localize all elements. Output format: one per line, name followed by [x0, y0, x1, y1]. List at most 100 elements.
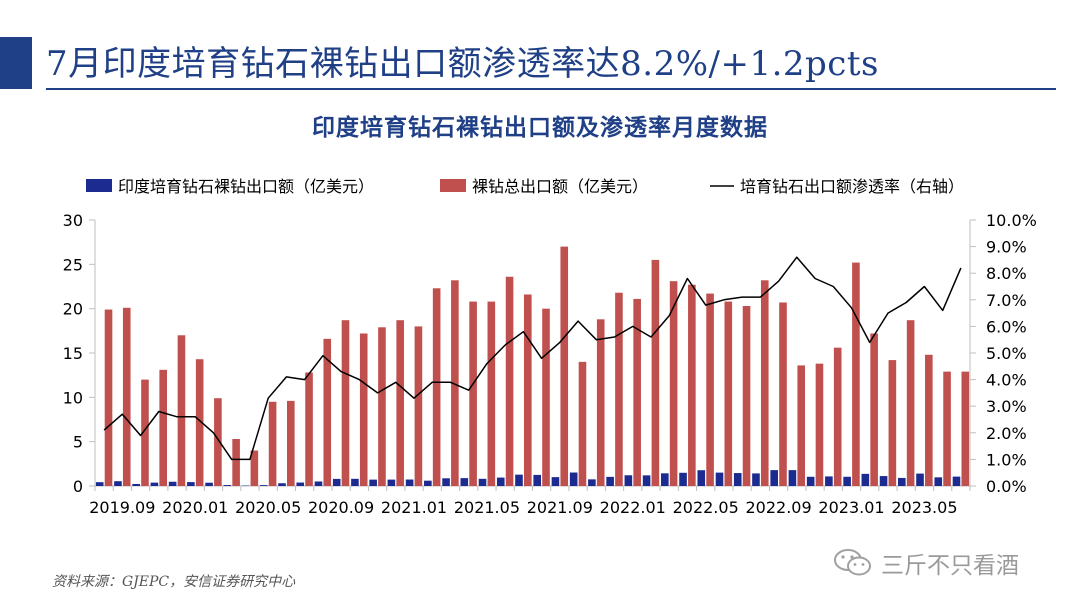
- bar-total-export: [906, 320, 915, 486]
- x-tick-label: 2022.09: [746, 498, 812, 517]
- bar-lab-grown-export: [223, 485, 232, 486]
- bar-total-export: [560, 246, 569, 486]
- bar-total-export: [596, 319, 605, 486]
- bar-total-export: [378, 327, 386, 486]
- bar-lab-grown-export: [405, 479, 414, 486]
- bar-lab-grown-export: [715, 472, 724, 486]
- bar-total-export: [669, 281, 678, 486]
- bar-total-export: [523, 294, 532, 486]
- y-left-tick-label: 25: [63, 255, 83, 274]
- y-right-tick-label: 8.0%: [986, 264, 1027, 283]
- x-tick-label: 2023.05: [891, 498, 957, 517]
- bar-lab-grown-export: [424, 480, 432, 486]
- bar-total-export: [961, 371, 970, 486]
- x-tick-label: 2019.09: [89, 498, 155, 517]
- bar-lab-grown-export: [496, 477, 505, 486]
- penetration-line: [103, 256, 962, 461]
- bar-lab-grown-export: [642, 475, 651, 486]
- bar-total-export: [287, 400, 295, 486]
- title-underline: [46, 88, 1056, 90]
- bar-total-export: [651, 259, 660, 486]
- bar-lab-grown-export: [551, 477, 560, 486]
- x-tick-label: 2021.01: [381, 498, 447, 517]
- bar-total-export: [268, 401, 277, 486]
- bar-total-export: [122, 307, 131, 486]
- bar-lab-grown-export: [314, 481, 323, 486]
- bar-total-export: [341, 320, 350, 486]
- bar-lab-grown-export: [569, 472, 578, 486]
- source-note: 资料来源：GJEPC，安信证券研究中心: [52, 574, 296, 590]
- bar-lab-grown-export: [752, 473, 760, 486]
- bar-lab-grown-export: [187, 482, 195, 486]
- bar-lab-grown-export: [934, 477, 943, 486]
- bar-lab-grown-export: [897, 477, 906, 486]
- bar-lab-grown-export: [259, 485, 268, 486]
- bar-total-export: [779, 302, 787, 486]
- y-right-tick-label: 9.0%: [986, 238, 1027, 257]
- bar-total-export: [451, 280, 459, 486]
- bar-lab-grown-export: [478, 478, 487, 486]
- bar-lab-grown-export: [205, 482, 213, 486]
- title-accent-bar: [0, 37, 32, 89]
- bar-total-export: [633, 298, 641, 486]
- bar-total-export: [870, 333, 878, 486]
- bar-lab-grown-export: [278, 483, 286, 486]
- x-tick-label: 2020.01: [162, 498, 228, 517]
- bar-lab-grown-export: [606, 476, 614, 486]
- bar-lab-grown-export: [114, 481, 122, 486]
- bar-lab-grown-export: [132, 483, 140, 486]
- y-left-tick-label: 10: [63, 388, 83, 407]
- bar-total-export: [432, 288, 441, 486]
- bar-lab-grown-export: [460, 478, 469, 486]
- bar-total-export: [742, 306, 751, 486]
- bar-lab-grown-export: [879, 476, 888, 486]
- bar-total-export: [396, 320, 404, 486]
- bar-total-export: [706, 293, 714, 486]
- bar-lab-grown-export: [806, 476, 815, 486]
- bar-lab-grown-export: [515, 474, 523, 486]
- x-tick-label: 2022.05: [673, 498, 739, 517]
- bar-lab-grown-export: [387, 479, 396, 486]
- bar-lab-grown-export: [351, 478, 359, 486]
- y-right-tick-label: 10.0%: [986, 211, 1037, 230]
- x-tick-label: 2023.01: [818, 498, 884, 517]
- wechat-icon: [834, 549, 871, 576]
- y-left-tick-label: 20: [63, 300, 83, 319]
- y-left-tick-label: 0: [73, 477, 83, 496]
- y-right-tick-label: 7.0%: [986, 291, 1027, 310]
- bar-lab-grown-export: [861, 473, 870, 486]
- bar-lab-grown-export: [788, 470, 797, 486]
- bar-total-export: [724, 301, 733, 486]
- bar-lab-grown-export: [168, 481, 177, 486]
- bar-total-export: [615, 292, 623, 486]
- y-left-tick-label: 15: [63, 344, 83, 363]
- bar-lab-grown-export: [661, 473, 669, 486]
- bar-total-export: [505, 276, 514, 486]
- bar-total-export: [487, 301, 496, 486]
- bar-lab-grown-export: [843, 476, 851, 486]
- bar-lab-grown-export: [95, 482, 104, 486]
- bar-total-export: [797, 365, 806, 486]
- legend-label-total: 裸钻总出口额（亿美元）: [472, 177, 648, 196]
- y-right-tick-label: 3.0%: [986, 397, 1027, 416]
- bar-lab-grown-export: [733, 473, 742, 486]
- bar-total-export: [888, 360, 897, 486]
- chart-title: 印度培育钻石裸钻出口额及渗透率月度数据: [312, 114, 768, 141]
- bar-lab-grown-export: [916, 473, 924, 486]
- legend-label-penetration: 培育钻石出口额渗透率（右轴）: [740, 177, 964, 196]
- bar-total-export: [542, 308, 550, 486]
- bar-total-export: [305, 372, 313, 486]
- y-right-tick-label: 6.0%: [986, 317, 1027, 336]
- bar-total-export: [852, 262, 860, 486]
- bar-total-export: [159, 369, 168, 486]
- legend-label-lab-grown: 印度培育钻石裸钻出口额（亿美元）: [118, 177, 374, 196]
- bar-lab-grown-export: [150, 482, 159, 486]
- y-right-tick-label: 0.0%: [986, 477, 1027, 496]
- bar-total-export: [925, 354, 933, 486]
- bar-total-export: [250, 450, 259, 486]
- bar-total-export: [177, 335, 186, 486]
- bar-lab-grown-export: [697, 470, 706, 486]
- legend-swatch-lab-grown: [86, 179, 112, 192]
- bar-total-export: [359, 333, 368, 486]
